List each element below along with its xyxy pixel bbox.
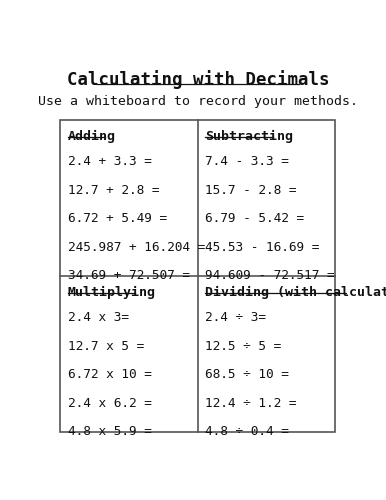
Text: 12.4 ÷ 1.2 =: 12.4 ÷ 1.2 = — [205, 397, 297, 410]
Text: 2.4 x 3=: 2.4 x 3= — [68, 312, 129, 324]
Text: 34.69 + 72.507 =: 34.69 + 72.507 = — [68, 270, 190, 282]
Text: Dividing (with calculator): Dividing (with calculator) — [205, 286, 386, 298]
Text: 7.4 - 3.3 =: 7.4 - 3.3 = — [205, 156, 289, 168]
Text: 12.7 x 5 =: 12.7 x 5 = — [68, 340, 144, 353]
Text: 6.79 - 5.42 =: 6.79 - 5.42 = — [205, 212, 305, 226]
Text: 6.72 + 5.49 =: 6.72 + 5.49 = — [68, 212, 167, 226]
Text: 12.5 ÷ 5 =: 12.5 ÷ 5 = — [205, 340, 281, 353]
Text: 4.8 ÷ 0.4 =: 4.8 ÷ 0.4 = — [205, 426, 289, 438]
Text: 45.53 - 16.69 =: 45.53 - 16.69 = — [205, 241, 320, 254]
Text: Use a whiteboard to record your methods.: Use a whiteboard to record your methods. — [38, 96, 358, 108]
Text: 2.4 x 6.2 =: 2.4 x 6.2 = — [68, 397, 152, 410]
Text: Subtracting: Subtracting — [205, 130, 293, 143]
Text: 94.609 - 72.517 =: 94.609 - 72.517 = — [205, 270, 335, 282]
Text: Multiplying: Multiplying — [68, 286, 156, 298]
Text: 2.4 + 3.3 =: 2.4 + 3.3 = — [68, 156, 152, 168]
Bar — [60, 120, 335, 432]
Text: 4.8 x 5.9 =: 4.8 x 5.9 = — [68, 426, 152, 438]
Text: 15.7 - 2.8 =: 15.7 - 2.8 = — [205, 184, 297, 197]
Text: 2.4 ÷ 3=: 2.4 ÷ 3= — [205, 312, 266, 324]
Text: Calculating with Decimals: Calculating with Decimals — [66, 70, 329, 88]
Text: 68.5 ÷ 10 =: 68.5 ÷ 10 = — [205, 368, 289, 382]
Text: 12.7 + 2.8 =: 12.7 + 2.8 = — [68, 184, 159, 197]
Text: 6.72 x 10 =: 6.72 x 10 = — [68, 368, 152, 382]
Text: Adding: Adding — [68, 130, 116, 143]
Text: 245.987 + 16.204 =: 245.987 + 16.204 = — [68, 241, 205, 254]
